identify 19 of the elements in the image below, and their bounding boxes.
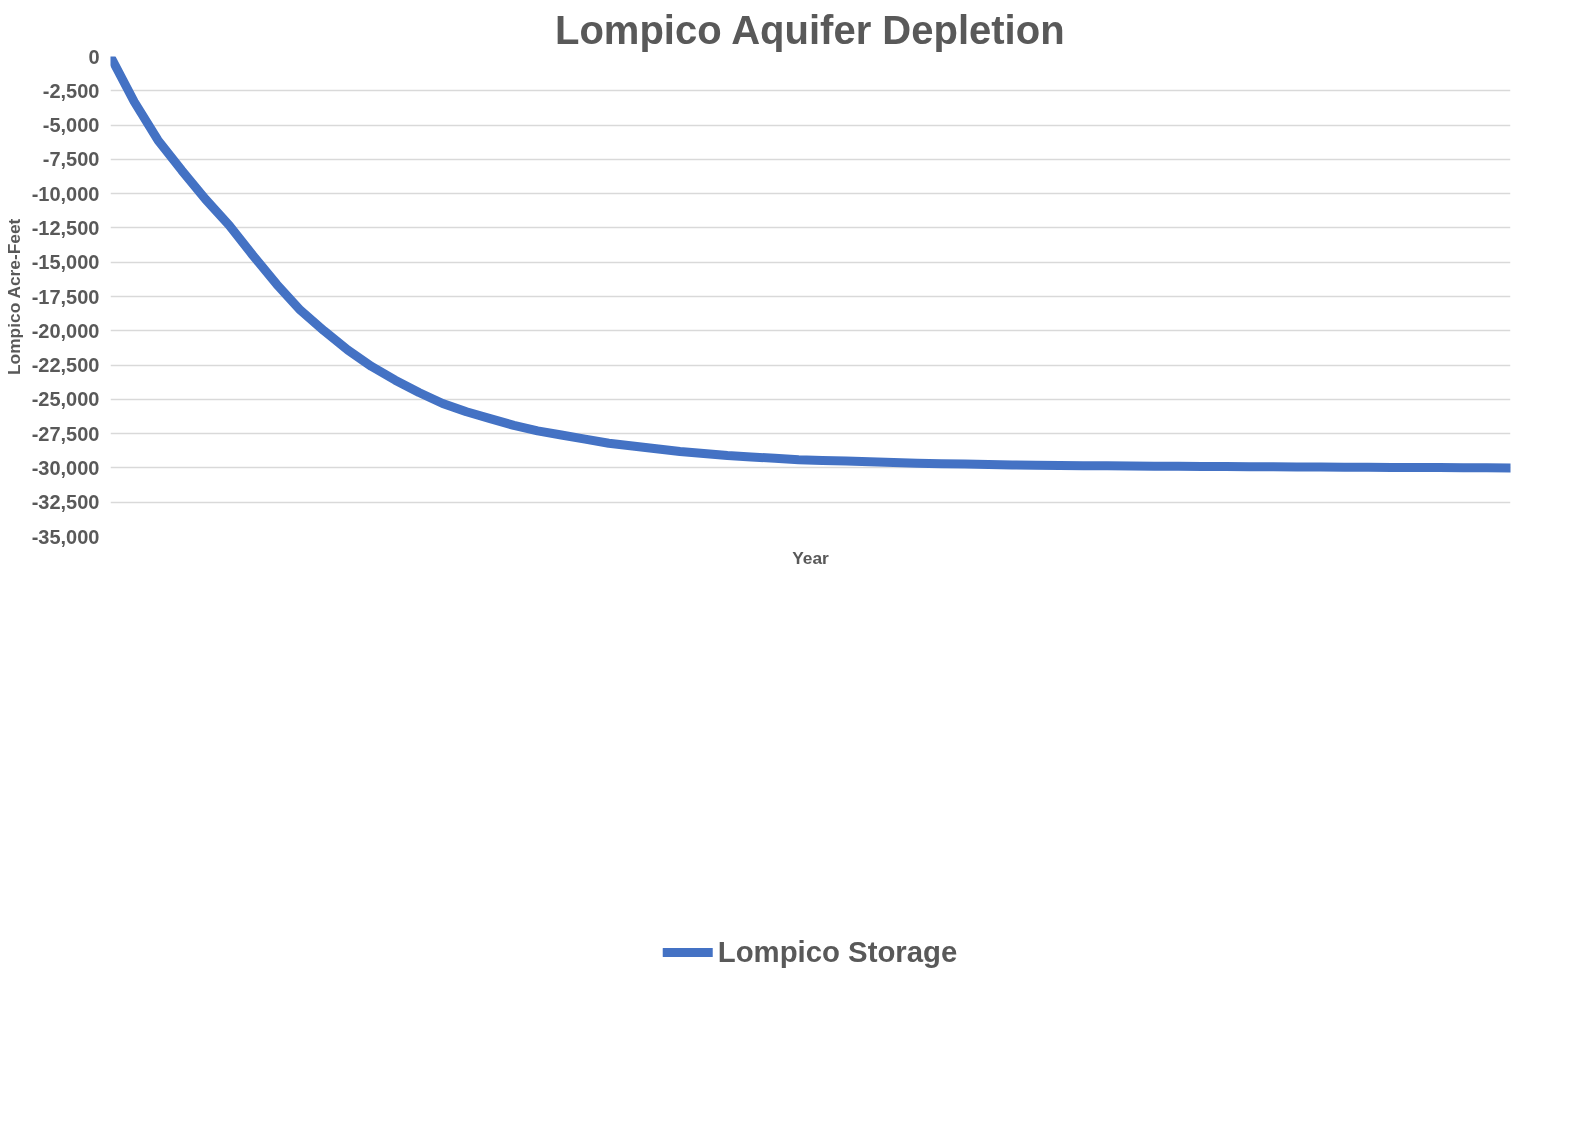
y-tick-label: -30,000 xyxy=(31,456,100,479)
y-tick-label: -20,000 xyxy=(31,319,100,342)
y-tick-label: -10,000 xyxy=(31,182,100,205)
y-tick-label: -2,500 xyxy=(42,79,100,102)
y-axis-title: Lompico Acre-Feet xyxy=(3,218,24,375)
y-tick-label: -5,000 xyxy=(42,114,100,137)
y-tick-label: -17,500 xyxy=(31,285,100,308)
y-tick-label: -15,000 xyxy=(31,251,100,274)
y-tick-label: -7,500 xyxy=(42,148,100,171)
y-tick-label: -22,500 xyxy=(31,354,100,377)
y-tick-label: -25,000 xyxy=(31,388,100,411)
y-tick-label: 0 xyxy=(88,45,100,68)
y-tick-label: -12,500 xyxy=(31,216,100,239)
x-axis-title: Year xyxy=(792,547,830,568)
y-tick-label: -27,500 xyxy=(31,422,100,445)
y-tick-label: -35,000 xyxy=(31,525,100,548)
legend-label: Lompico Storage xyxy=(717,934,958,969)
y-tick-label: -32,500 xyxy=(31,491,100,514)
chart-title: Lompico Aquifer Depletion xyxy=(554,7,1065,52)
